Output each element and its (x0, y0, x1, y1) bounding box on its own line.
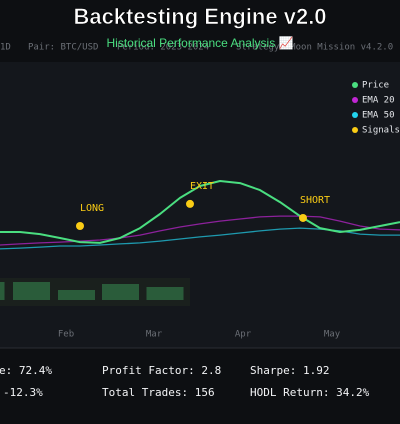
stat: Sharpe: 1.92 (250, 364, 329, 377)
subtitle: Historical Performance Analysis 📈 (106, 36, 293, 50)
info: 1D (0, 43, 11, 53)
x-tick-label: Mar (146, 330, 163, 340)
signal-point (299, 213, 307, 222)
legend-label: Price (362, 81, 389, 91)
volume-bar (0, 282, 5, 300)
volume-bar (58, 290, 95, 300)
info: Pair: BTC/USD (28, 43, 98, 53)
legend-swatch (352, 112, 358, 118)
legend-label: Signals (362, 126, 400, 136)
signal-label: SHORT (300, 195, 330, 206)
stat: Total Trades: 156 (102, 386, 215, 399)
legend-swatch (352, 97, 358, 103)
series-line (0, 215, 400, 246)
series-line (0, 180, 400, 244)
x-tick-label: Feb (58, 330, 74, 340)
signal-label: EXIT (190, 181, 214, 192)
stat: -12.3% (3, 386, 43, 399)
legend-label: EMA 20 (362, 96, 395, 106)
legend-swatch (352, 127, 358, 133)
signal-point (186, 199, 194, 208)
signal-label: LONG (80, 203, 104, 214)
signal-point (76, 222, 84, 230)
info: Period: 2023-2024 (117, 43, 209, 53)
legend-label: EMA 50 (362, 111, 395, 121)
volume-bar (13, 282, 50, 300)
volume-bar (102, 284, 139, 300)
legend-swatch (352, 82, 358, 88)
x-tick-label: May (324, 330, 341, 340)
x-tick-label: Apr (235, 330, 252, 340)
info: Strategy: Moon Mission v4.2.0 (236, 43, 393, 53)
stat: HODL Return: 34.2% (250, 386, 370, 399)
title: Backtesting Engine v2.0 (73, 4, 326, 29)
stat: e: 72.4% (0, 364, 52, 377)
volume-bar (146, 287, 184, 300)
stat: Profit Factor: 2.8 (102, 364, 221, 377)
